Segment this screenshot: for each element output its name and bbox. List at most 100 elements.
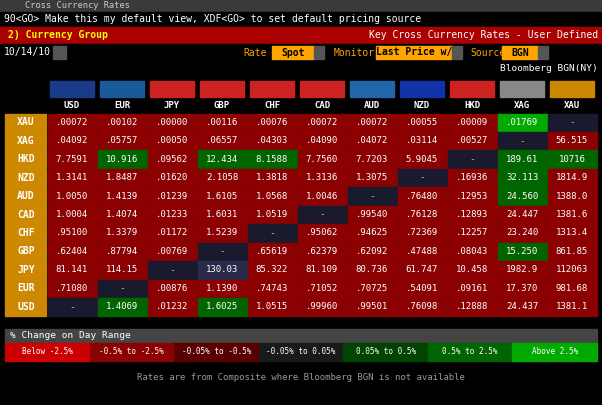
Bar	[5, 188, 46, 205]
Bar	[500, 81, 544, 97]
Text: BGN: BGN	[511, 47, 529, 58]
Text: .12257: .12257	[456, 228, 488, 237]
Bar	[397, 261, 447, 279]
Text: % Change on Day Range: % Change on Day Range	[10, 332, 131, 341]
Bar	[98, 298, 146, 315]
Bar	[247, 113, 297, 131]
Text: CHF: CHF	[17, 228, 35, 238]
Text: 0.05% to 0.5%: 0.05% to 0.5%	[356, 347, 415, 356]
Text: .00769: .00769	[156, 247, 188, 256]
Text: GBP: GBP	[214, 102, 230, 111]
Text: .12893: .12893	[456, 210, 488, 219]
Text: 24.560: 24.560	[506, 192, 538, 200]
Bar	[98, 113, 146, 131]
Bar	[147, 298, 196, 315]
Text: 10.458: 10.458	[456, 265, 488, 274]
Text: 1.3379: 1.3379	[106, 228, 138, 237]
Bar	[48, 169, 96, 186]
Bar	[547, 224, 597, 242]
Bar	[347, 169, 397, 186]
Text: 5.9045: 5.9045	[406, 155, 438, 164]
Bar	[147, 243, 196, 260]
Text: 1814.9: 1814.9	[556, 173, 588, 182]
Bar	[538, 46, 548, 59]
Bar	[147, 169, 196, 186]
Bar	[447, 132, 497, 149]
Text: -: -	[569, 117, 575, 127]
Text: 1.6105: 1.6105	[206, 192, 238, 200]
Text: 1381.1: 1381.1	[556, 302, 588, 311]
Text: .00072: .00072	[306, 118, 338, 127]
Bar	[197, 150, 246, 168]
Text: 2.1058: 2.1058	[206, 173, 238, 182]
Bar	[5, 206, 46, 223]
Bar	[497, 261, 547, 279]
Text: .01232: .01232	[156, 302, 188, 311]
Text: Rates are from Composite where Bloomberg BGN is not available: Rates are from Composite where Bloomberg…	[137, 373, 465, 382]
Text: 981.68: 981.68	[556, 284, 588, 293]
Text: 1.0515: 1.0515	[256, 302, 288, 311]
Text: USD: USD	[64, 102, 80, 111]
Bar	[397, 279, 447, 297]
Bar	[397, 113, 447, 131]
Text: .99540: .99540	[356, 210, 388, 219]
Bar	[5, 329, 597, 343]
Bar	[347, 279, 397, 297]
Bar	[5, 113, 46, 131]
Bar	[197, 243, 246, 260]
Text: EUR: EUR	[114, 102, 130, 111]
Bar	[447, 150, 497, 168]
Bar	[98, 188, 146, 205]
Text: -: -	[419, 173, 425, 183]
Bar	[98, 132, 146, 149]
Bar	[547, 243, 597, 260]
Text: .65619: .65619	[256, 247, 288, 256]
Bar	[397, 188, 447, 205]
Bar	[347, 261, 397, 279]
Text: XAU: XAU	[564, 102, 580, 111]
Text: 24.447: 24.447	[506, 210, 538, 219]
Bar	[250, 81, 294, 97]
Bar	[297, 206, 347, 223]
Bar	[5, 150, 46, 168]
Bar	[452, 46, 462, 59]
Bar	[5, 224, 597, 242]
Text: -: -	[169, 265, 175, 275]
Bar	[447, 298, 497, 315]
Bar	[48, 206, 96, 223]
Bar	[347, 113, 397, 131]
Text: .09562: .09562	[156, 155, 188, 164]
Bar	[297, 261, 347, 279]
Text: .70725: .70725	[356, 284, 388, 293]
Text: 17.370: 17.370	[506, 284, 538, 293]
Bar	[5, 169, 46, 186]
Bar	[547, 206, 597, 223]
Text: .00102: .00102	[106, 118, 138, 127]
Text: 1.4074: 1.4074	[106, 210, 138, 219]
Text: Cross Currency Rates: Cross Currency Rates	[25, 2, 130, 11]
Text: USD: USD	[17, 302, 35, 312]
Bar	[247, 132, 297, 149]
Text: Rate: Rate	[243, 47, 267, 58]
Text: .00072: .00072	[356, 118, 388, 127]
Text: JPY: JPY	[164, 102, 180, 111]
Bar	[5, 298, 46, 315]
Text: -: -	[69, 302, 75, 312]
Text: 1.0568: 1.0568	[256, 192, 288, 200]
Text: 1.4069: 1.4069	[106, 302, 138, 311]
Text: Spot: Spot	[281, 47, 305, 58]
Text: XAU: XAU	[17, 117, 35, 127]
Bar	[5, 132, 46, 149]
Bar	[447, 279, 497, 297]
Text: 2) Currency Group: 2) Currency Group	[8, 30, 108, 40]
Text: CAD: CAD	[314, 102, 330, 111]
Text: -: -	[369, 191, 375, 201]
Bar	[297, 298, 347, 315]
Bar	[397, 224, 447, 242]
Bar	[547, 298, 597, 315]
Bar	[0, 44, 602, 61]
Text: -0.5% to -2.5%: -0.5% to -2.5%	[99, 347, 164, 356]
Text: -: -	[269, 228, 275, 238]
Bar	[397, 150, 447, 168]
Bar	[297, 132, 347, 149]
